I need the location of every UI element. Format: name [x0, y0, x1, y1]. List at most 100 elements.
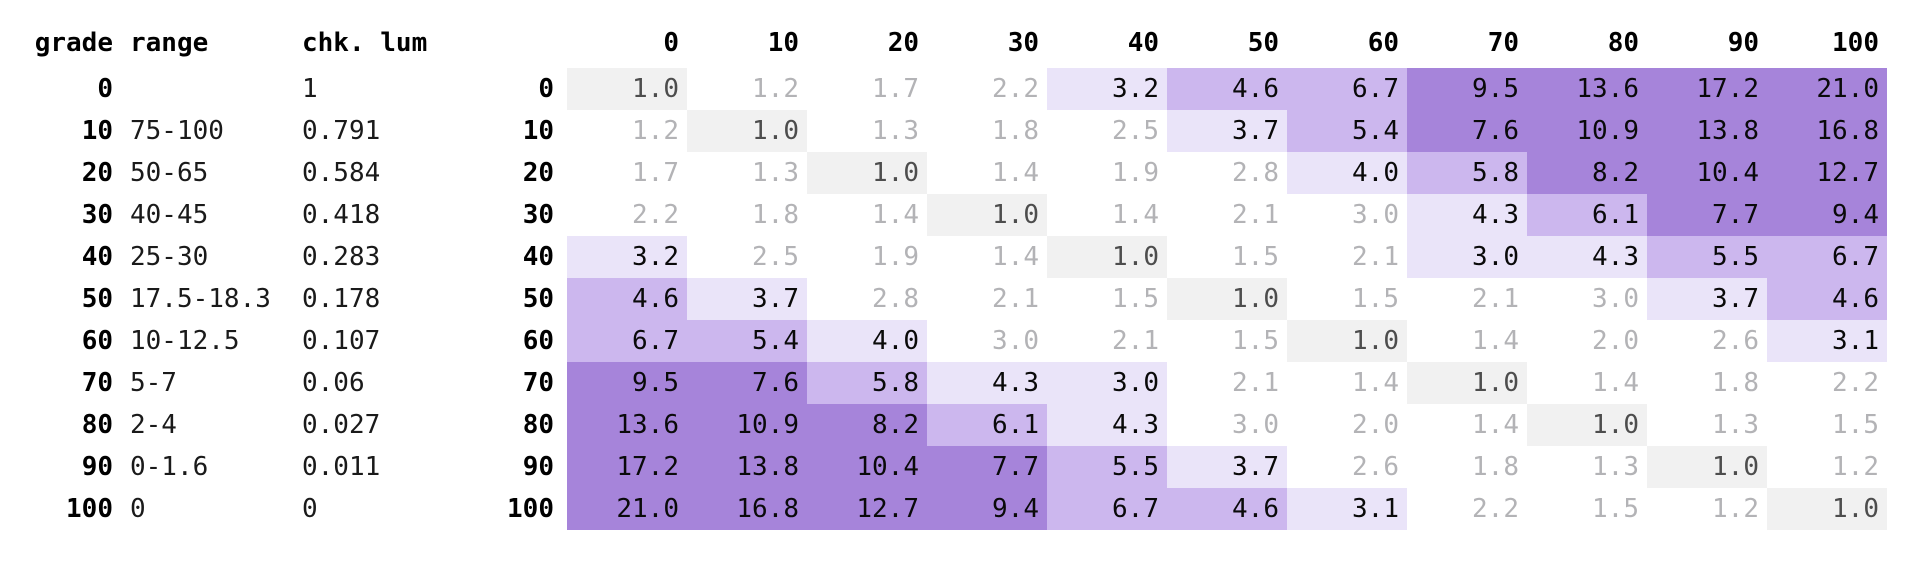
matrix-cell: 1.9: [872, 242, 919, 272]
matrix-cell: 7.7: [927, 446, 1047, 488]
matrix-cell: 2.5: [752, 242, 799, 272]
matrix-cell: 2.2: [992, 74, 1039, 104]
matrix-row-header: 60: [522, 326, 554, 356]
matrix-cell: 1.4: [1112, 200, 1159, 230]
matrix-cell: 1.4: [1472, 410, 1519, 440]
matrix-cell: 2.1: [1232, 368, 1279, 398]
range-cell: 50-65: [130, 158, 209, 188]
matrix-cell: 2.1: [1232, 200, 1279, 230]
matrix-cell: 13.6: [567, 404, 687, 446]
matrix-cell: 3.0: [1407, 236, 1527, 278]
matrix-cell: 1.4: [1352, 368, 1399, 398]
matrix-cell: 16.8: [1767, 110, 1887, 152]
matrix-cell: 3.2: [567, 236, 687, 278]
matrix-cell: 2.1: [992, 284, 1039, 314]
matrix-row-header: 0: [538, 74, 554, 104]
matrix-cell: 6.7: [567, 320, 687, 362]
matrix-cell: 10.4: [807, 446, 927, 488]
range-cell: 5-7: [130, 368, 177, 398]
matrix-cell: 2.0: [1352, 410, 1399, 440]
matrix-cell: 1.3: [1592, 452, 1639, 482]
grade-cell: 40: [81, 242, 113, 272]
lum-cell: 0.011: [302, 452, 381, 482]
matrix-cell: 1.7: [872, 74, 919, 104]
matrix-cell: 4.3: [1047, 404, 1167, 446]
matrix-cell: 5.4: [687, 320, 807, 362]
matrix-col-header: 60: [1367, 28, 1399, 58]
matrix-cell: 2.5: [1112, 116, 1159, 146]
matrix-cell: 3.7: [1167, 110, 1287, 152]
matrix-cell: 1.5: [1112, 284, 1159, 314]
matrix-cell: 1.0: [687, 110, 807, 152]
matrix-cell: 1.0: [927, 194, 1047, 236]
matrix-cell: 1.2: [632, 116, 679, 146]
matrix-cell: 10.9: [687, 404, 807, 446]
lum-cell: 0.283: [302, 242, 381, 272]
lum-cell: 0.06: [302, 368, 365, 398]
matrix-cell: 6.7: [1287, 68, 1407, 110]
matrix-cell: 1.9: [1112, 158, 1159, 188]
matrix-cell: 4.0: [807, 320, 927, 362]
matrix-cell: 4.6: [567, 278, 687, 320]
lum-cell: 0.107: [302, 326, 381, 356]
matrix-col-header: 100: [1832, 28, 1879, 58]
matrix-cell: 4.0: [1287, 152, 1407, 194]
matrix-cell: 2.1: [1472, 284, 1519, 314]
matrix-cell: 1.4: [1472, 326, 1519, 356]
matrix-cell: 12.7: [1767, 152, 1887, 194]
matrix-cell: 3.7: [1647, 278, 1767, 320]
matrix-cell: 2.6: [1352, 452, 1399, 482]
matrix-cell: 1.2: [752, 74, 799, 104]
checker-luminance-column-header: chk. lum: [302, 28, 428, 58]
matrix-cell: 1.5: [1592, 494, 1639, 524]
matrix-cell: 17.2: [1647, 68, 1767, 110]
grade-cell: 50: [81, 284, 113, 314]
matrix-col-header: 90: [1727, 28, 1759, 58]
matrix-cell: 16.8: [687, 488, 807, 530]
matrix-row-header: 50: [522, 284, 554, 314]
matrix-cell: 1.5: [1352, 284, 1399, 314]
matrix-cell: 4.6: [1767, 278, 1887, 320]
matrix-col-header: 0: [663, 28, 679, 58]
grade-cell: 20: [81, 158, 113, 188]
matrix-cell: 4.3: [1527, 236, 1647, 278]
matrix-cell: 13.6: [1527, 68, 1647, 110]
matrix-row-header: 100: [507, 494, 554, 524]
matrix-cell: 6.7: [1047, 488, 1167, 530]
matrix-cell: 5.8: [1407, 152, 1527, 194]
matrix-cell: 3.1: [1287, 488, 1407, 530]
matrix-cell: 4.6: [1167, 488, 1287, 530]
matrix-cell: 2.8: [872, 284, 919, 314]
lum-cell: 0.584: [302, 158, 381, 188]
matrix-row-header: 20: [522, 158, 554, 188]
matrix-cell: 1.4: [872, 200, 919, 230]
matrix-row-header: 90: [522, 452, 554, 482]
grade-cell: 10: [81, 116, 113, 146]
grade-cell: 30: [81, 200, 113, 230]
matrix-cell: 7.7: [1647, 194, 1767, 236]
matrix-cell: 3.2: [1047, 68, 1167, 110]
matrix-cell: 3.0: [992, 326, 1039, 356]
matrix-cell: 9.5: [567, 362, 687, 404]
range-cell: 75-100: [130, 116, 224, 146]
matrix-cell: 12.7: [807, 488, 927, 530]
lum-cell: 0: [302, 494, 318, 524]
lum-cell: 1: [302, 74, 318, 104]
matrix-cell: 3.0: [1352, 200, 1399, 230]
matrix-cell: 1.4: [992, 158, 1039, 188]
matrix-cell: 1.8: [1712, 368, 1759, 398]
matrix-cell: 10.4: [1647, 152, 1767, 194]
range-cell: 0: [130, 494, 146, 524]
range-cell: [130, 68, 285, 110]
contrast-ratio-matrix: 0 10 20 30 40 50 60 70 80 90 100 0 1.0 1.2 1.7 2.2 3.2 4.…: [487, 0, 1887, 530]
matrix-cell: 2.2: [1832, 368, 1879, 398]
matrix-row-header: 80: [522, 410, 554, 440]
range-cell: 0-1.6: [130, 452, 209, 482]
lum-cell: 0.178: [302, 284, 381, 314]
matrix-cell: 6.1: [927, 404, 1047, 446]
matrix-col-header: 50: [1247, 28, 1279, 58]
matrix-cell: 2.6: [1712, 326, 1759, 356]
matrix-cell: 8.2: [807, 404, 927, 446]
matrix-cell: 6.1: [1527, 194, 1647, 236]
matrix-cell: 4.3: [927, 362, 1047, 404]
